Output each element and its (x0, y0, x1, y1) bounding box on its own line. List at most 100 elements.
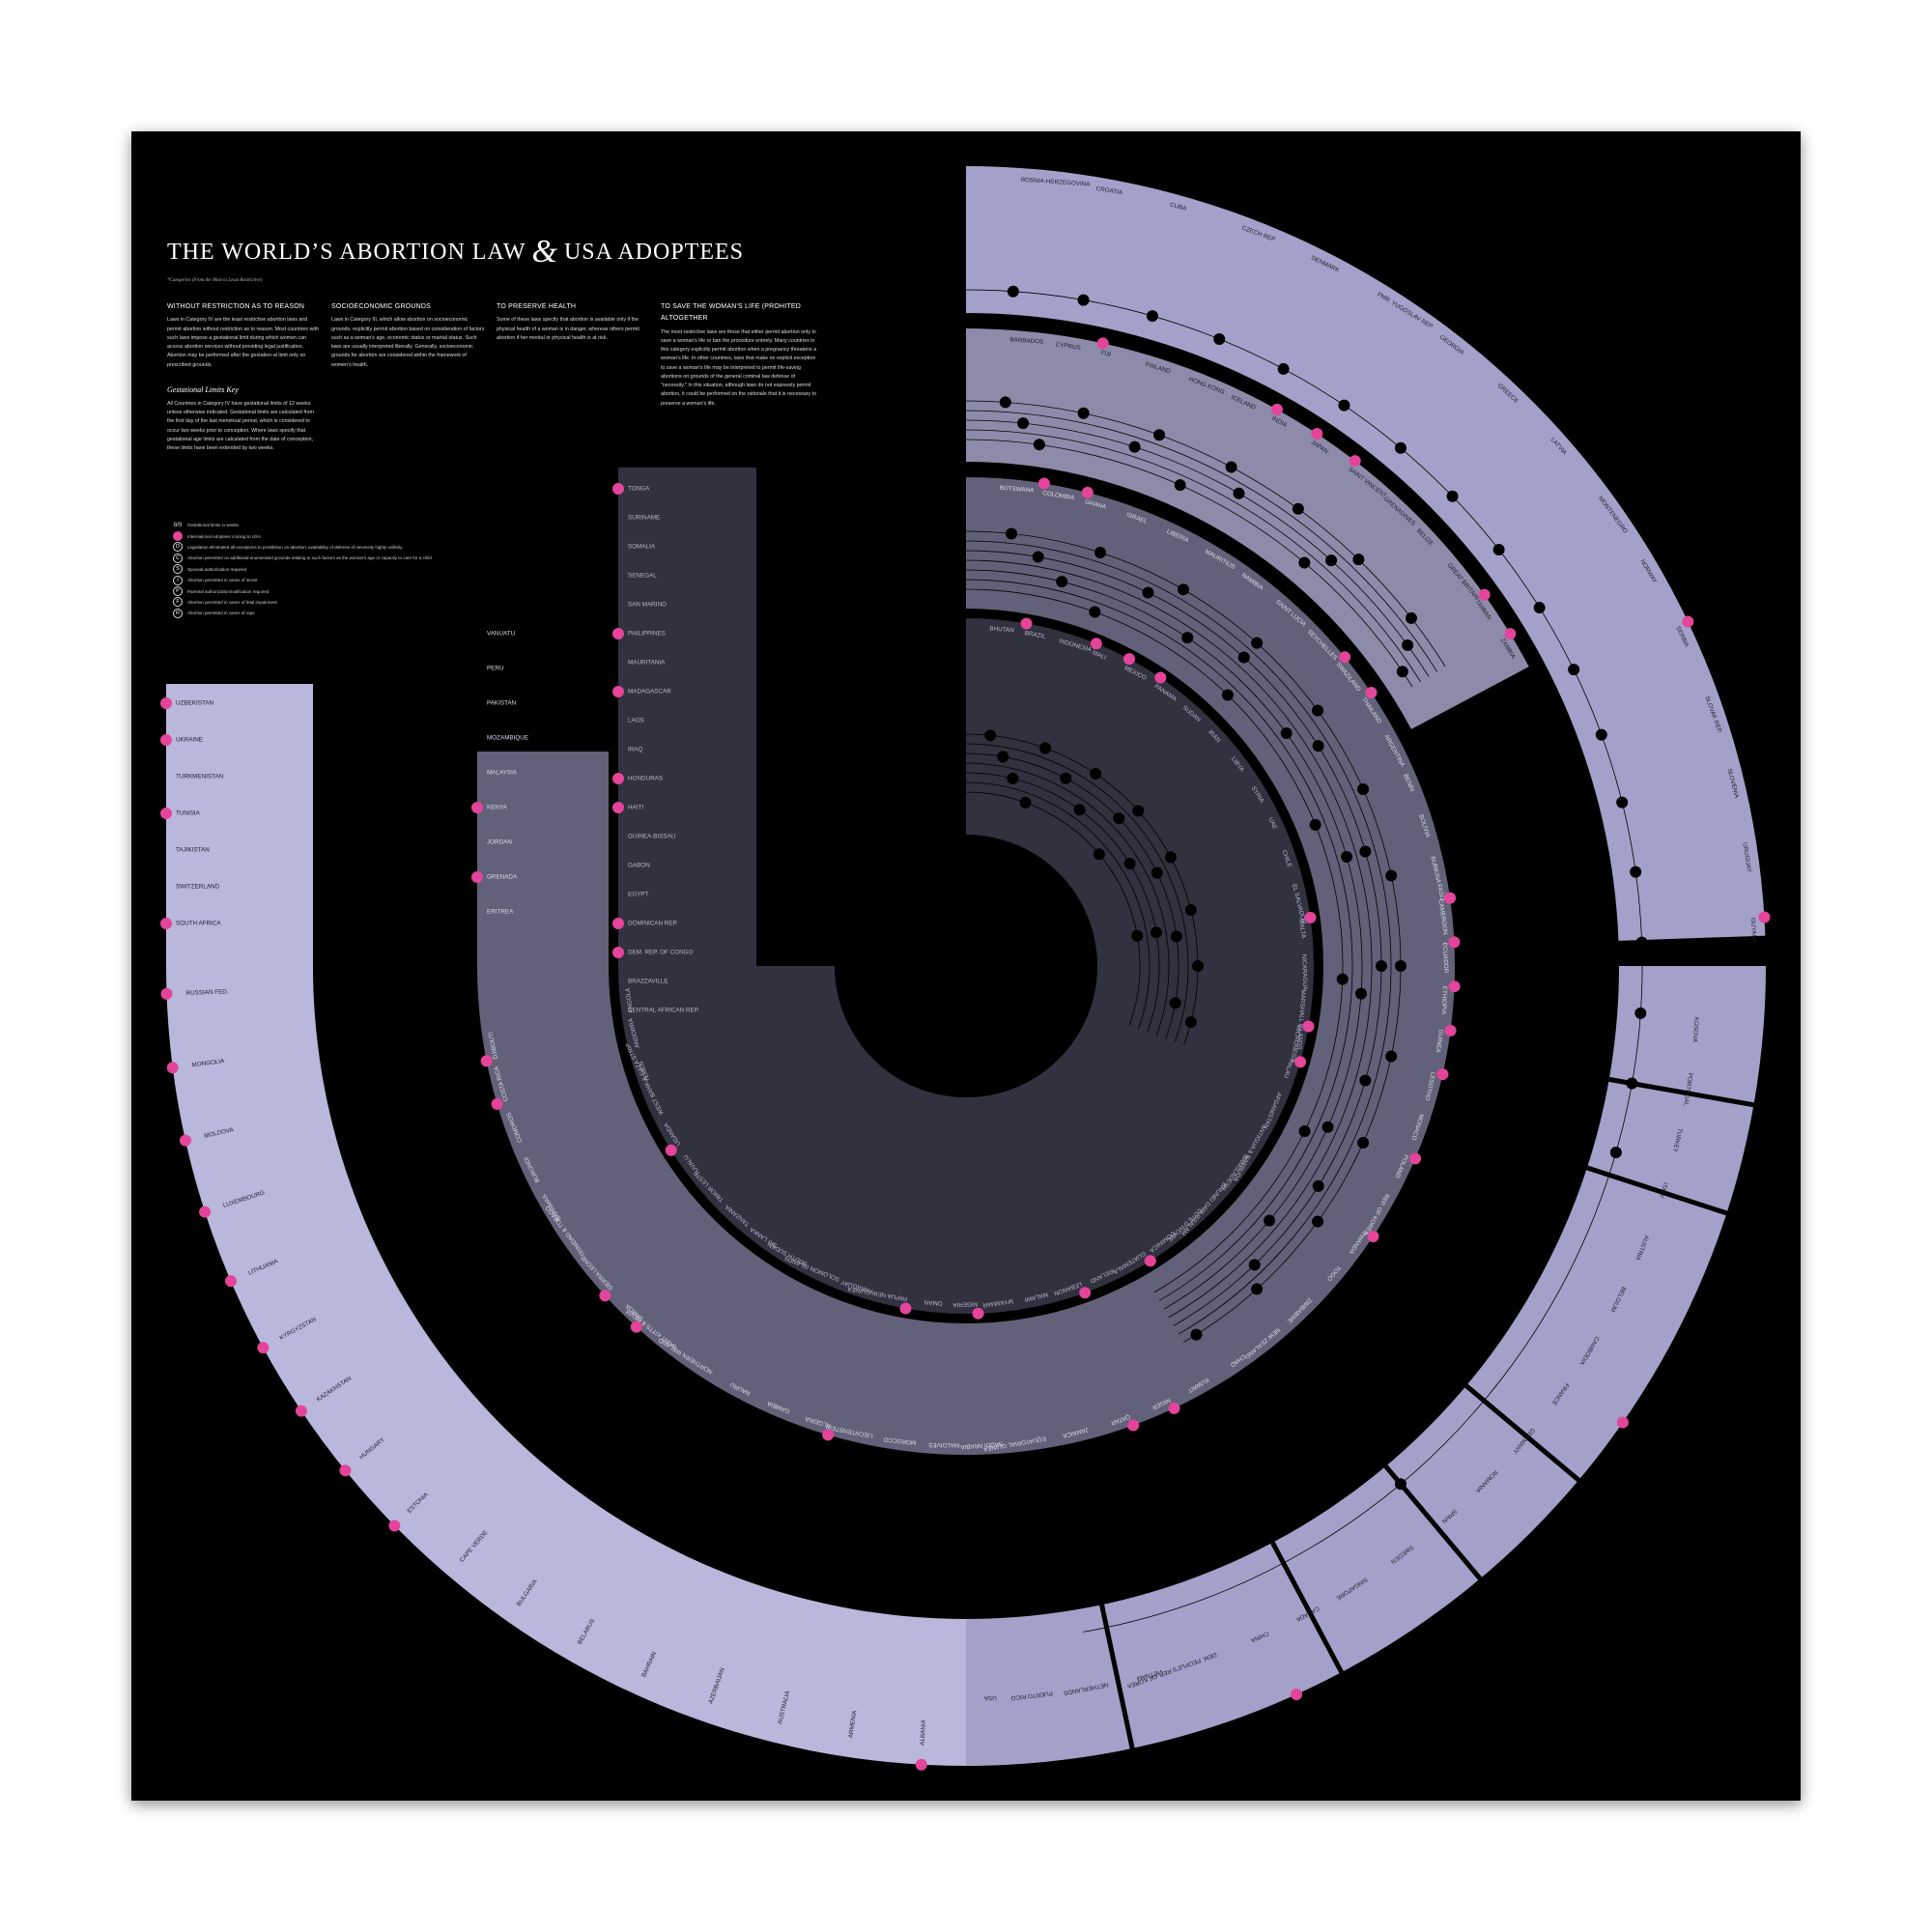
page-subtitle: *Categories (From the Most to Least Rest… (167, 278, 263, 283)
adoptee-marker (160, 987, 173, 1000)
life-data-dot (1007, 772, 1019, 784)
life-data-dot (1192, 960, 1204, 972)
adoptee-marker (166, 1062, 179, 1074)
country-label: LAOS (628, 718, 644, 724)
adoptee-marker (822, 1429, 835, 1441)
country-label: SENEGAL (628, 573, 657, 580)
adoptee-marker (471, 802, 483, 813)
socio-data-dot (1153, 429, 1166, 441)
health-data-line (965, 559, 1373, 1319)
health-data-dot (1251, 637, 1264, 649)
country-label: IRAQ (628, 747, 642, 753)
life-data-dot (1019, 796, 1032, 809)
adoptee-marker (1291, 1689, 1303, 1701)
socio-data-dot (1174, 479, 1186, 492)
country-label: SURINAME (628, 515, 660, 522)
adoptee-marker (1444, 1024, 1457, 1037)
life-data-line (965, 781, 1151, 1030)
health-data-dot (1056, 576, 1068, 588)
health-data-line (965, 550, 1382, 1326)
legend-label: Abortion permitted in cases of rape (187, 611, 255, 616)
adoptee-marker (1448, 980, 1461, 993)
adoptee-marker (1444, 892, 1457, 904)
adoptee-marker (224, 1275, 237, 1288)
country-label: CENTRAL AFRICAN REP. (628, 1008, 699, 1014)
country-label: BOTSWANA (999, 485, 1035, 495)
legend-label: Gestational limits in weeks (187, 523, 240, 528)
legend-label: Abortion permitted in cases of fetal imp… (187, 599, 277, 605)
health-data-line (965, 588, 1344, 1293)
health-data-dot (1237, 651, 1250, 664)
socio-data-dot (1233, 487, 1245, 499)
adoptee-marker (612, 802, 624, 813)
country-label: MOROCCO (883, 1435, 916, 1445)
country-label: TAJIKISTAN (176, 847, 210, 854)
legend-row-gestational: 8/9 Gestational limits in weeks (173, 520, 432, 530)
column-heading: TO PRESERVE HEALTH (497, 303, 577, 310)
health-data-dot (1298, 1124, 1311, 1137)
country-label: MALTA (1297, 919, 1307, 940)
health-data-dot (1280, 727, 1293, 740)
adoptee-marker (1409, 1152, 1422, 1165)
gestational-body: All Countries in Category IV have gestat… (167, 400, 314, 452)
outer-data-dot (1492, 544, 1505, 556)
outer-ring-left-strip (166, 684, 313, 966)
column-heading: SOCIOECONOMIC GROUNDS (331, 303, 431, 310)
health-data-dot (1376, 960, 1387, 972)
adoptee-marker (630, 1321, 642, 1333)
segment-divider (1464, 1383, 1583, 1485)
socio-data-dot (1077, 407, 1090, 419)
health-data-dot (1395, 960, 1406, 972)
legend-row-adoptees: International Adoptees coming to USA (173, 530, 432, 542)
country-label: SOMALIA (628, 544, 656, 551)
country-label: SWITZERLAND (176, 884, 220, 891)
country-label: SAN MARINO (628, 602, 667, 609)
outer-ring-lower-arc (166, 966, 966, 1766)
country-label: PHILIPPINES (628, 631, 666, 638)
letter-c-icon: C (173, 553, 183, 563)
segment-divider (1099, 1604, 1136, 1753)
country-label: NIGERIA (952, 1300, 978, 1308)
health-data-dot (1357, 782, 1370, 795)
adoptee-marker (480, 1055, 493, 1067)
country-label: MARSHALL ISLANDS (1295, 989, 1306, 1050)
life-data-dot (1131, 929, 1144, 942)
legend-label: International Adoptees coming to USA (187, 533, 262, 539)
health-data-dot (1321, 1121, 1334, 1133)
adoptee-marker (1504, 628, 1517, 640)
life-data-dot (1073, 804, 1086, 816)
life-data-line (965, 753, 1179, 1039)
health-data-dot (1312, 1215, 1324, 1228)
socio-data-dot (1402, 639, 1414, 651)
country-label: SOUTH AFRICA (176, 921, 221, 927)
health-data-dot (1385, 1050, 1398, 1063)
adoptee-marker (339, 1464, 352, 1477)
health-data-dot (1312, 704, 1324, 717)
country-label: GUYANA (1749, 918, 1758, 944)
health-data-dot (1312, 740, 1324, 753)
adoptee-marker (1616, 1416, 1629, 1429)
life-data-dot (997, 751, 1009, 763)
legend: 8/9 Gestational limits in weeks Internati… (173, 520, 432, 619)
category-column-life: TO SAVE THE WOMAN'S LIFE (PROHITED ALTOG… (661, 301, 820, 409)
country-label: TUNISIA (176, 810, 201, 817)
health-data-dot (1359, 1074, 1372, 1087)
adoptee-marker (1339, 651, 1351, 664)
socio-data-dot (1396, 666, 1408, 678)
country-label: BHUTAN (989, 626, 1014, 635)
column-body: Laws in Category IV are the least restri… (167, 317, 319, 368)
health-data-dot (1190, 1328, 1203, 1341)
segment-divider (1586, 1165, 1732, 1217)
life-data-dot (1170, 930, 1182, 943)
health-data-dot (1251, 1283, 1264, 1295)
outer-data-dot (1609, 1146, 1622, 1158)
life-data-line (965, 762, 1170, 1036)
health-data-dot (1142, 586, 1154, 599)
country-label: TURKMENISTAN (176, 774, 224, 781)
adoptee-marker (612, 773, 624, 784)
country-label: MOZAMBIQUE (487, 735, 528, 742)
adoptee-marker (1311, 428, 1323, 440)
country-label: PERU (487, 666, 504, 672)
adoptee-marker (1168, 1402, 1180, 1414)
health-data-dot (1006, 527, 1018, 540)
